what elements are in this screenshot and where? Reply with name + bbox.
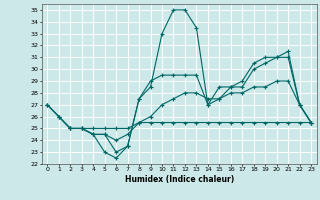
X-axis label: Humidex (Indice chaleur): Humidex (Indice chaleur) [124, 175, 234, 184]
